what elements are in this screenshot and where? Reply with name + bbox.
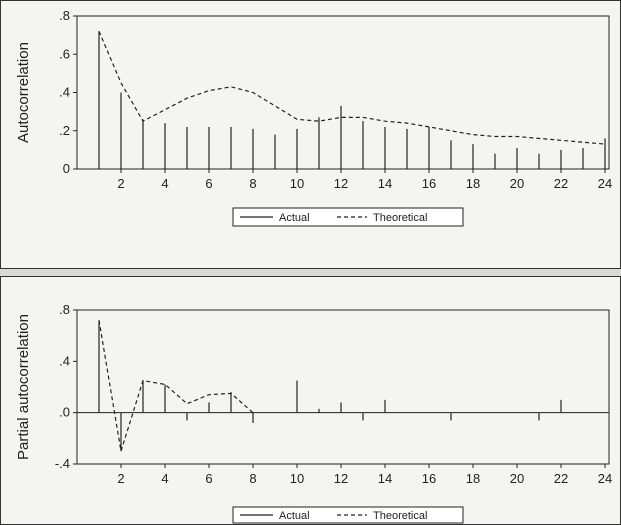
theoretical-line [98, 31, 606, 145]
acf-chart: 0.2.4.6.82 4 6 8 10 12 14 16 18 20 22 24Autocorrela… [15, 8, 612, 227]
y-tick-label: .0 [59, 405, 70, 420]
x-tick-label: 2 [117, 176, 124, 191]
acf-panel [0, 0, 621, 269]
x-tick-label: 14 [378, 176, 392, 191]
legend-actual-label: Actual [279, 510, 310, 522]
y-tick-label: .4 [59, 85, 70, 100]
y-tick-label: .2 [59, 123, 70, 138]
x-tick-label: 8 [249, 176, 256, 191]
x-tick-label: 22 [554, 176, 568, 191]
y-tick-label: .8 [59, 8, 70, 23]
x-tick-label: 12 [334, 471, 348, 486]
x-tick-label: 18 [466, 471, 480, 486]
x-tick-label: 4 [161, 176, 168, 191]
y-tick-label: .6 [59, 46, 70, 61]
x-tick-label: 20 [510, 176, 524, 191]
x-tick-label: 2 [117, 471, 124, 486]
pacf-panel [0, 276, 621, 525]
x-tick-label: 4 [161, 471, 168, 486]
y-tick-label: .4 [59, 353, 70, 368]
x-tick-label: 10 [290, 176, 304, 191]
x-tick-label: 18 [466, 176, 480, 191]
legend-theoretical-label: Theoretical [373, 212, 427, 224]
x-tick-label: 20 [510, 471, 524, 486]
y-tick-label: -.4 [55, 456, 70, 471]
y-axis-label: Autocorrelation [15, 42, 32, 143]
legend-theoretical-label: Theoretical [373, 510, 427, 522]
y-axis-label: Partial autocorrelation [15, 314, 32, 460]
x-tick-label: 10 [290, 471, 304, 486]
y-tick-label: 0 [63, 161, 70, 176]
x-tick-label: 12 [334, 176, 348, 191]
legend-actual-label: Actual [279, 212, 310, 224]
x-tick-label: 24 [598, 176, 612, 191]
x-tick-label: 22 [554, 471, 568, 486]
y-tick-label: .8 [59, 302, 70, 317]
x-tick-label: 16 [422, 471, 436, 486]
plot-frame [76, 309, 610, 465]
x-tick-label: 16 [422, 176, 436, 191]
x-tick-label: 6 [205, 471, 212, 486]
x-tick-label: 6 [205, 176, 212, 191]
x-tick-label: 24 [598, 471, 612, 486]
x-tick-label: 14 [378, 471, 392, 486]
x-tick-label: 8 [249, 471, 256, 486]
